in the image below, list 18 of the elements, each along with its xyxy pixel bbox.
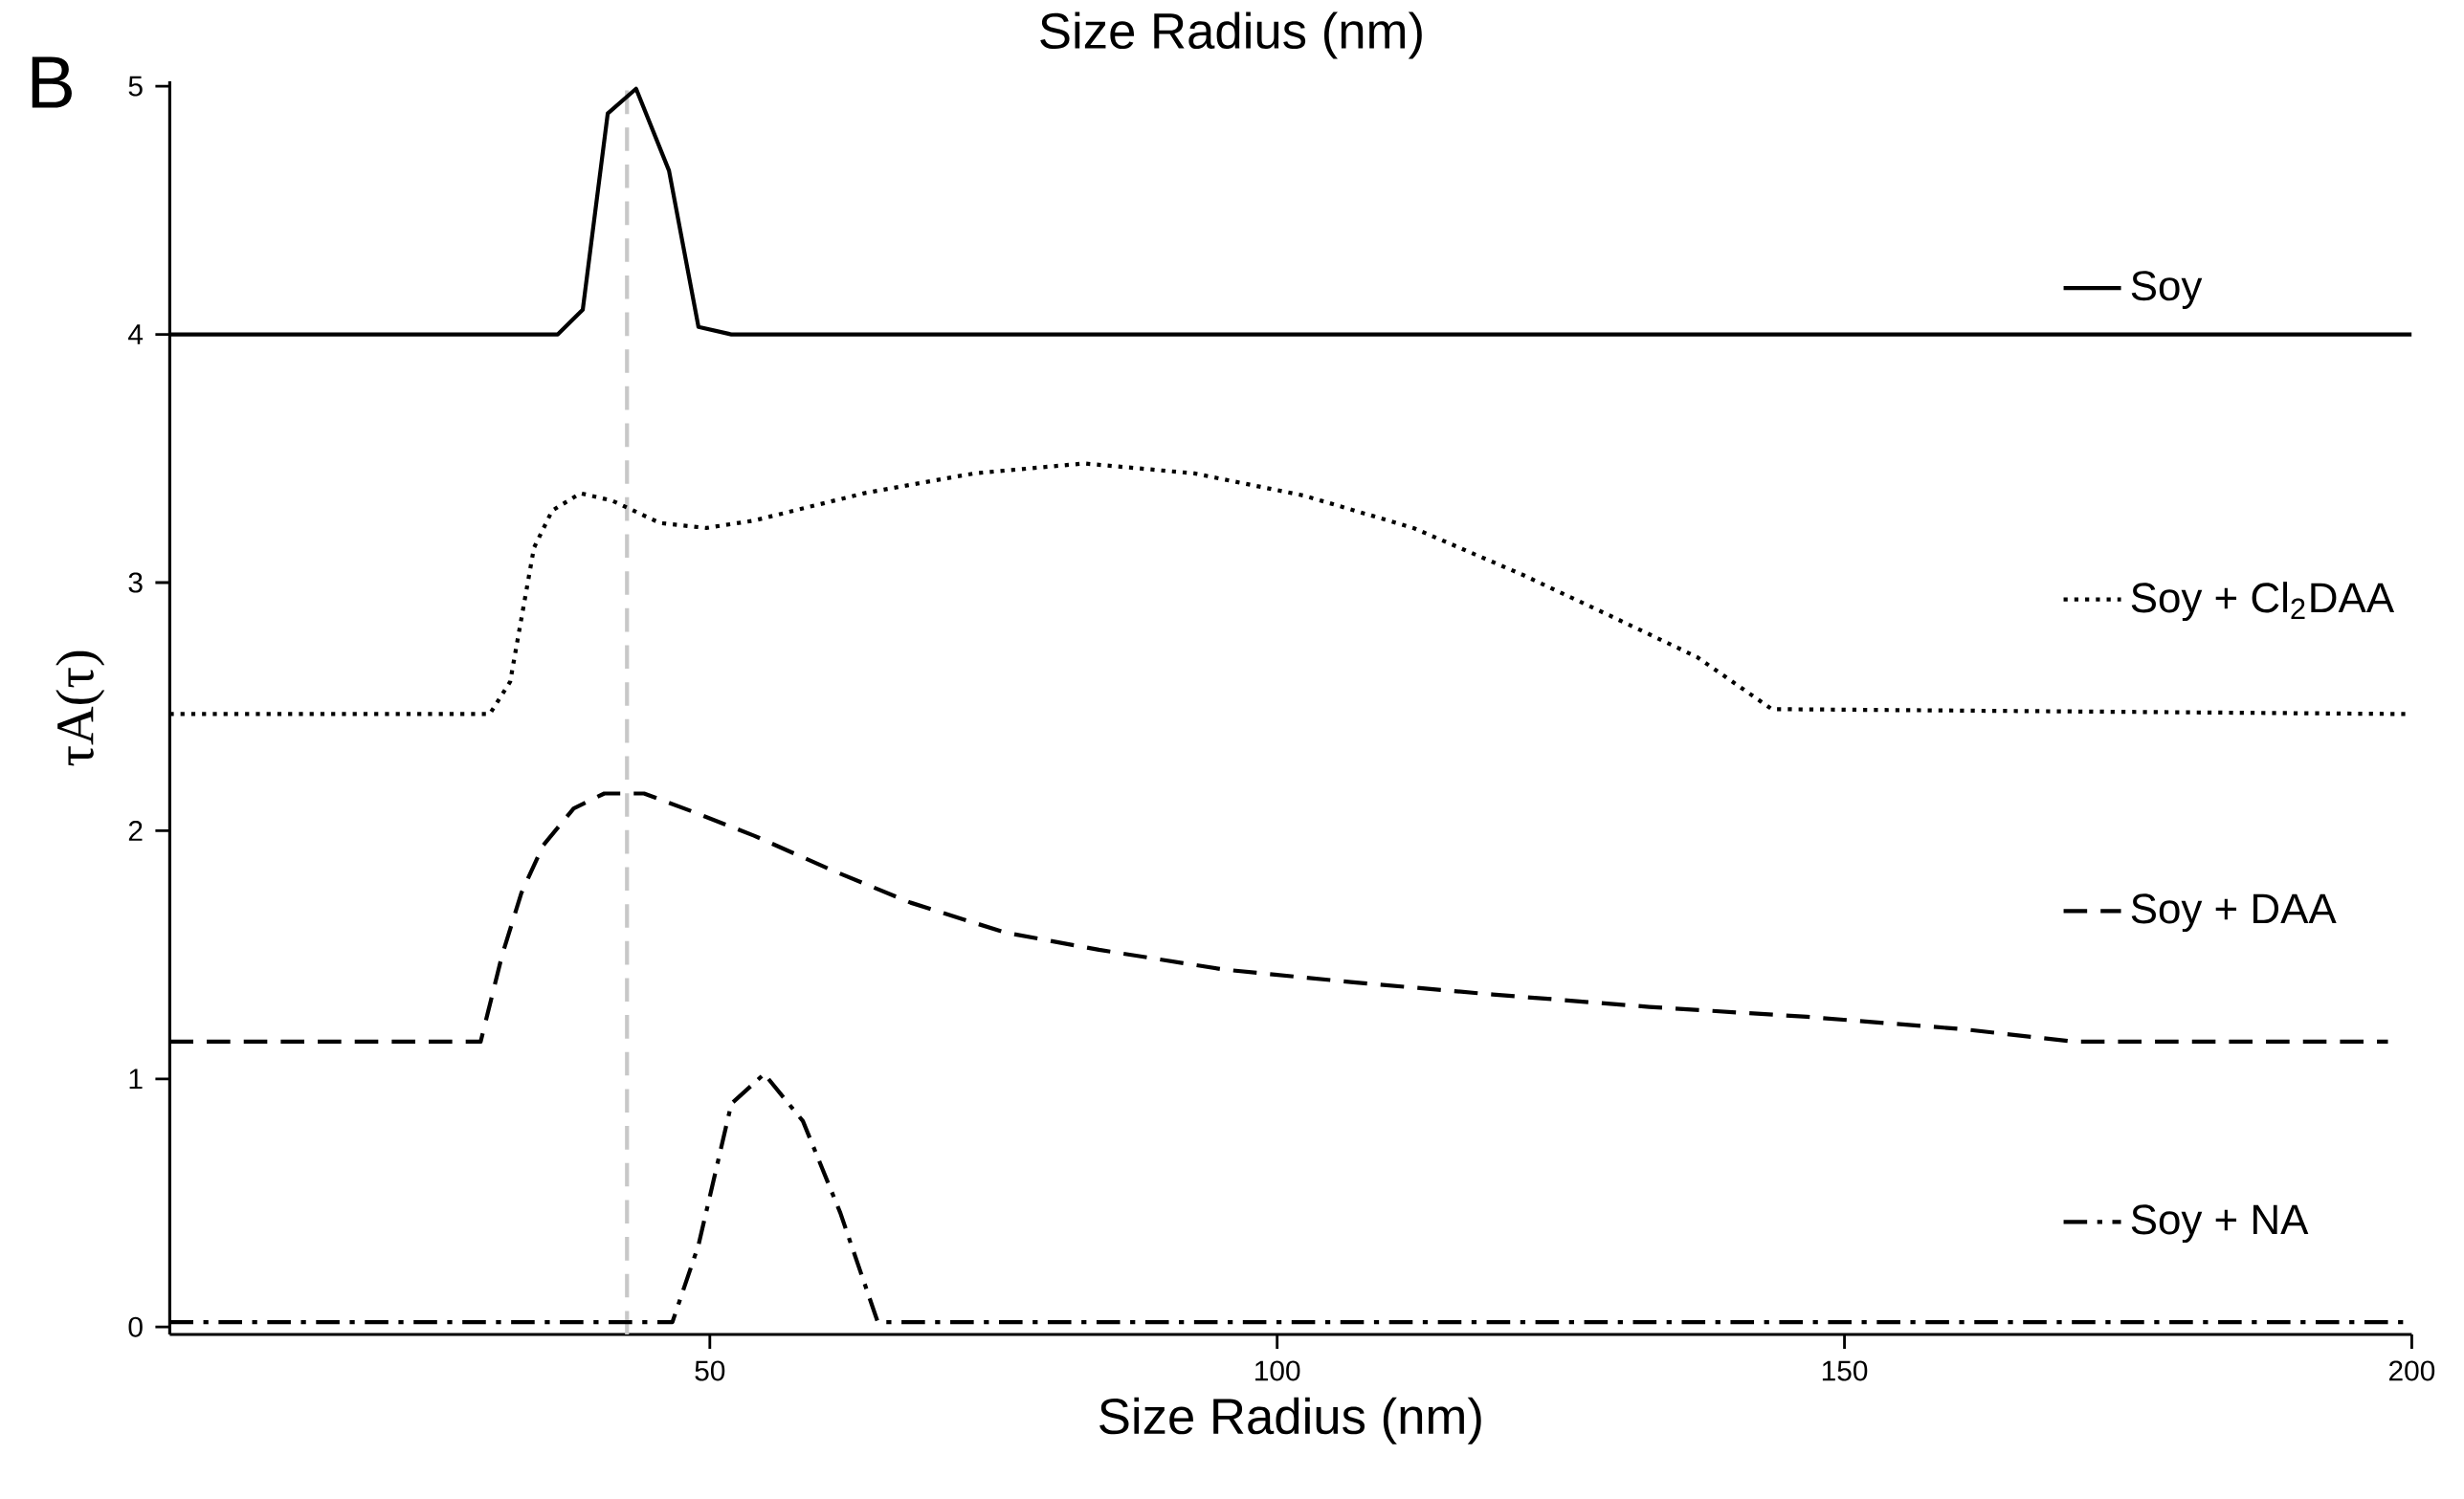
x-tick-label: 150: [1822, 1360, 1868, 1381]
y-tick-label: 4: [128, 324, 144, 344]
x-tick-label: 50: [695, 1360, 725, 1381]
text: B: [32, 56, 72, 108]
x-axis-title: Size Radius (nm): [1099, 1397, 1481, 1444]
x-tick-label: 100: [1255, 1360, 1300, 1381]
y-axis-title: τA(τ): [55, 650, 105, 766]
text: Size Radius (nm): [1040, 11, 1422, 59]
legend-label: Soy + DAA: [2131, 893, 2337, 933]
x-tick-label: 200: [2388, 1360, 2435, 1381]
y-tick-label: 5: [128, 76, 143, 97]
y-tick-label: 0: [128, 1316, 143, 1337]
legend-label: Soy: [2131, 271, 2203, 309]
y-tick-label: 1: [129, 1069, 143, 1090]
y-tick-label: 3: [128, 572, 143, 593]
legend-label: Soy + Cl$_{2}$DAA: [2131, 582, 2395, 622]
y-tick-label: 2: [128, 820, 143, 841]
legend-label: Soy + NA: [2131, 1204, 2309, 1244]
